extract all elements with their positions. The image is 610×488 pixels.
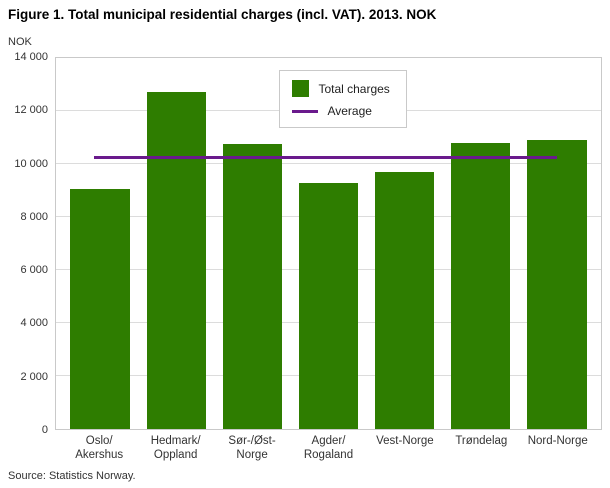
plot-area: Total charges Average <box>55 57 602 430</box>
bar-slot <box>290 58 366 429</box>
bar-Oslo/Akershus <box>70 189 130 429</box>
average-line-swatch-icon <box>292 109 319 113</box>
x-tick-label: Sør-/Øst- Norge <box>228 435 276 462</box>
chart-title: Figure 1. Total municipal residential ch… <box>8 7 437 22</box>
bar-slot <box>443 58 519 429</box>
bar-swatch-icon <box>292 80 310 97</box>
gridline <box>56 163 601 164</box>
legend-label: Average <box>327 104 372 118</box>
bars <box>56 58 601 429</box>
y-tick-label: 0 <box>41 424 48 436</box>
bar-Trøndelag <box>451 142 511 429</box>
y-tick-label: 12 000 <box>14 104 48 117</box>
x-tick-label: Trøndelag <box>455 435 508 447</box>
bar-Nord-Norge <box>527 140 587 429</box>
legend-label: Total charges <box>318 81 390 96</box>
y-tick-label: 8 000 <box>20 210 48 223</box>
bar-slot <box>214 58 290 429</box>
bar-Hedmark/Oppland <box>146 92 206 429</box>
legend-item-average: Average <box>292 104 389 118</box>
y-tick-label: 2 000 <box>20 370 48 383</box>
y-tick-label: 14 000 <box>14 51 48 63</box>
average-line <box>94 155 558 159</box>
x-tick-label: Vest-Norge <box>376 435 434 447</box>
x-tick-label: Hedmark/Oppland <box>150 435 201 462</box>
bar-slot <box>138 58 214 429</box>
y-axis-ticks: 0 2 000 4 000 6 000 8 000 10 000 12 000 14 000 <box>0 51 48 436</box>
source-note: Source: Statistics Norway. <box>8 470 136 482</box>
x-tick-label: Nord-Norge <box>527 435 588 447</box>
bar-Sør-/Øst-Norge <box>222 144 283 429</box>
legend: Total charges Average <box>279 70 407 128</box>
bar-slot <box>519 58 595 429</box>
y-axis-unit-label: NOK <box>8 36 32 48</box>
legend-item-total-charges: Total charges <box>292 80 390 97</box>
bar-slot <box>367 58 443 429</box>
bar-slot <box>62 58 138 429</box>
bar-Agder/Rogaland <box>298 182 359 429</box>
x-axis-labels: Oslo/Akershus Hedmark/Oppland Sør-/Øst- Nor… <box>55 434 602 463</box>
bar-Vest-Norge <box>374 171 435 429</box>
y-tick-label: 10 000 <box>14 157 48 170</box>
y-tick-label: 6 000 <box>20 264 48 277</box>
x-tick-label: Agder/Rogaland <box>303 435 354 462</box>
y-tick-label: 4 000 <box>20 317 48 330</box>
x-tick-label: Oslo/Akershus <box>75 435 124 462</box>
